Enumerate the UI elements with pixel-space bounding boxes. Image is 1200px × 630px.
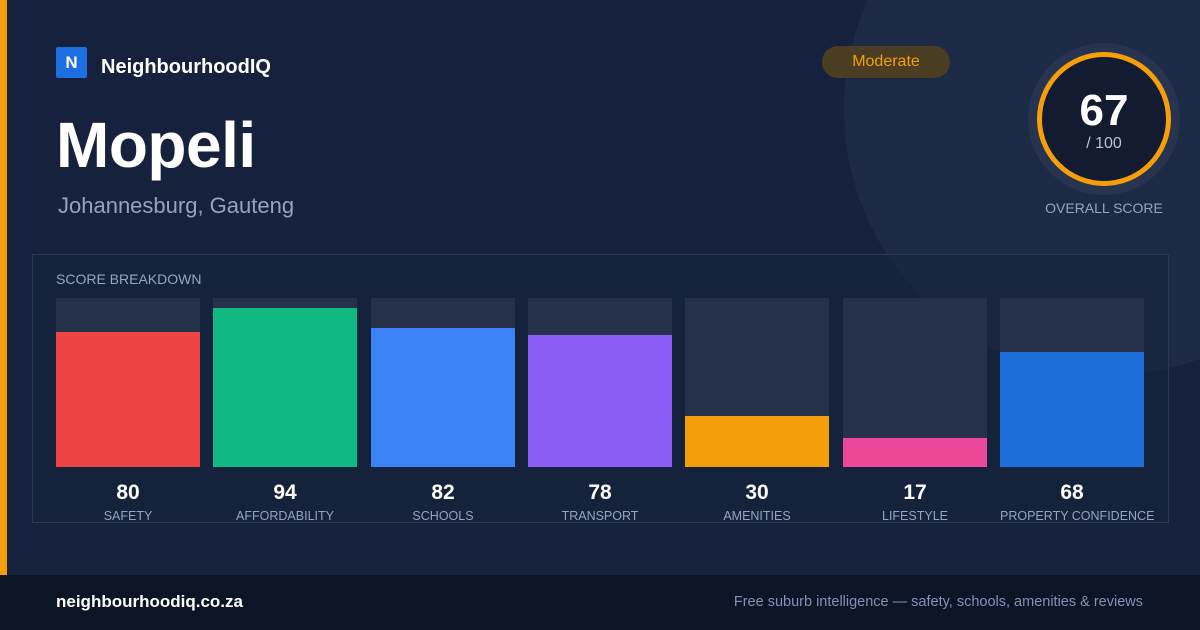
bar-label: TRANSPORT [561, 509, 639, 523]
overall-score-ring: 67 / 100 [1028, 43, 1180, 195]
footer-tagline: Free suburb intelligence — safety, schoo… [733, 594, 1143, 610]
overall-score-value: 67 [1079, 86, 1129, 135]
overall-score-label: OVERALL SCORE [1045, 200, 1163, 216]
bar-value: 17 [903, 481, 927, 504]
bar-track [56, 298, 200, 467]
bar-label: AMENITIES [723, 509, 791, 523]
bar-fill [1000, 352, 1144, 467]
bar-label: LIFESTYLE [882, 509, 948, 523]
accent-stripe [0, 0, 7, 575]
score-breakdown-title: SCORE BREAKDOWN [56, 271, 202, 287]
score-bar-safety: 80 SAFETY [56, 298, 200, 523]
overall-score-max: / 100 [1086, 135, 1122, 152]
score-bar-schools: 82 SCHOOLS [371, 298, 515, 523]
bar-fill [213, 308, 357, 467]
bar-fill [56, 332, 200, 467]
bar-track [371, 298, 515, 467]
bar-label: SCHOOLS [412, 509, 474, 523]
bar-track [1000, 298, 1144, 467]
bar-fill [843, 438, 987, 467]
overall-score-inner: 67 / 100 [1037, 52, 1171, 186]
suburb-location: Johannesburg, Gauteng [58, 193, 295, 218]
bar-value: 82 [431, 481, 455, 504]
score-bar-lifestyle: 17 LIFESTYLE [843, 298, 987, 523]
bar-value: 78 [588, 481, 612, 504]
bar-track [528, 298, 672, 467]
bar-label: PROPERTY CONFIDENCE [1000, 509, 1155, 523]
score-bar-property-confidence: 68 PROPERTY CONFIDENCE [1000, 298, 1155, 523]
brand[interactable]: N NeighbourhoodIQ [56, 46, 271, 79]
footer-url[interactable]: neighbourhoodiq.co.za [56, 592, 243, 611]
rating-badge: Moderate [822, 46, 950, 78]
footer: neighbourhoodiq.co.za Free suburb intell… [0, 575, 1200, 630]
score-bar-amenities: 30 AMENITIES [685, 298, 829, 523]
score-bar-affordability: 94 AFFORDABILITY [213, 298, 357, 523]
bar-fill [685, 416, 829, 467]
bar-value: 68 [1060, 481, 1084, 504]
bar-value: 80 [116, 481, 140, 504]
score-bar-transport: 78 TRANSPORT [528, 298, 672, 523]
brand-logo-icon: N [56, 47, 87, 78]
bar-track [843, 298, 987, 467]
bar-track [685, 298, 829, 467]
brand-name: NeighbourhoodIQ [101, 56, 271, 78]
bar-value: 94 [273, 481, 297, 504]
bar-label: SAFETY [103, 509, 153, 523]
suburb-title: Mopeli [56, 109, 256, 181]
bar-fill [528, 335, 672, 467]
bar-label: AFFORDABILITY [236, 509, 334, 523]
bar-fill [371, 328, 515, 467]
bar-track [213, 298, 357, 467]
bar-value: 30 [745, 481, 769, 504]
